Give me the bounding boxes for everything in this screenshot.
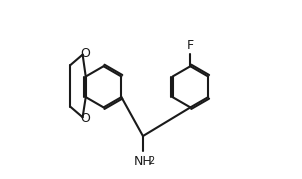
Text: F: F bbox=[187, 39, 194, 52]
Text: O: O bbox=[80, 112, 90, 125]
Text: O: O bbox=[80, 47, 90, 60]
Text: NH: NH bbox=[133, 155, 152, 168]
Text: 2: 2 bbox=[148, 156, 154, 166]
